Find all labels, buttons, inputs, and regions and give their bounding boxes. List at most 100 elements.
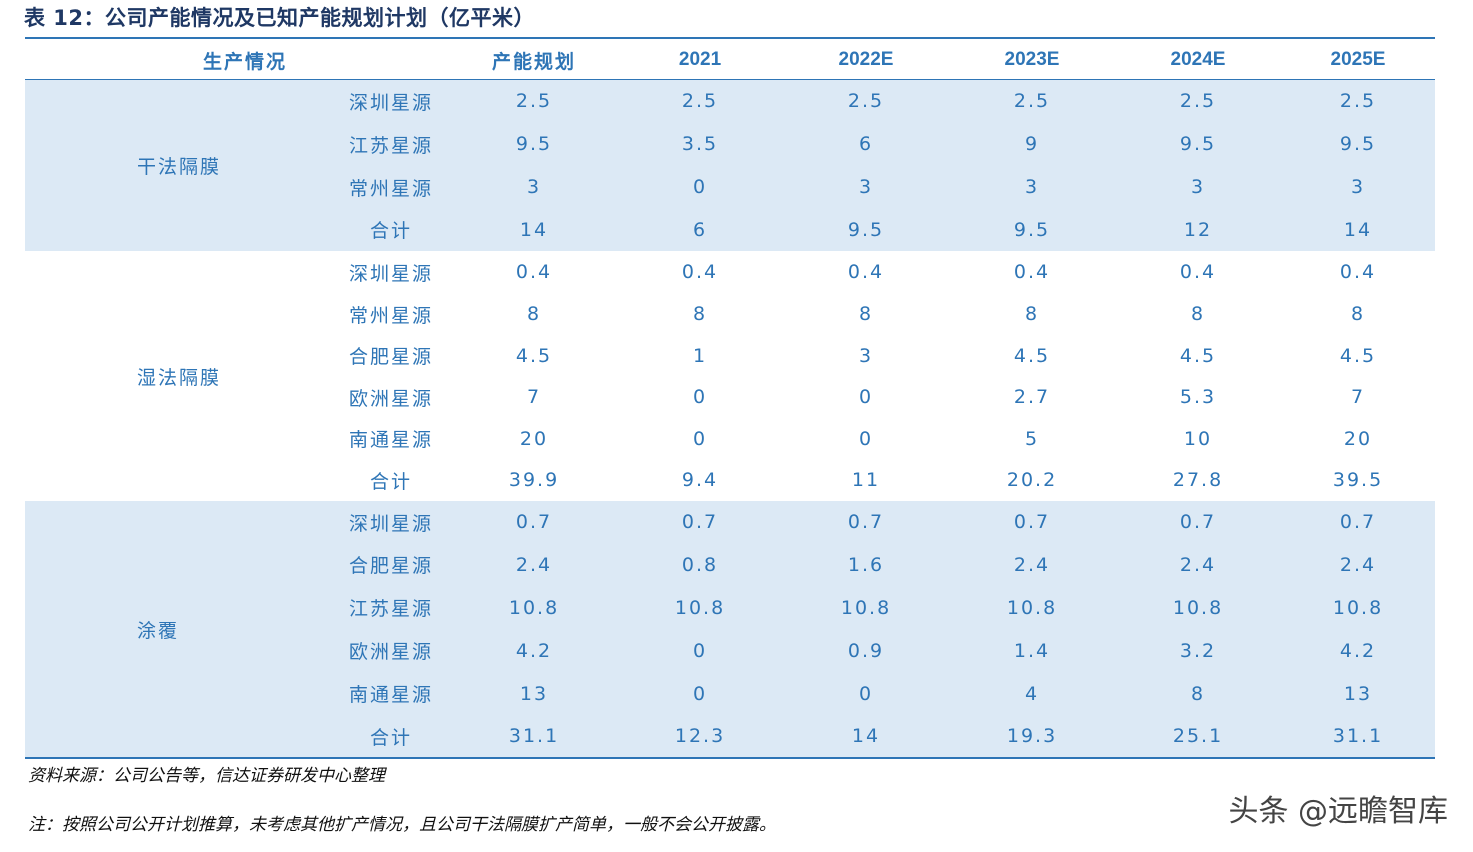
value-cell: 8 — [1115, 672, 1282, 715]
value-cell: 10.8 — [1115, 586, 1282, 629]
value-cell: 0 — [617, 629, 784, 672]
value-cell: 7 — [1350, 386, 1366, 408]
value-cell: 39.5 — [1332, 469, 1384, 491]
value-cell: 0.7 — [783, 501, 950, 543]
value-cell: 3 — [783, 166, 950, 208]
row-label: 江苏星源 — [331, 122, 452, 166]
value-cell: 0.4 — [515, 261, 553, 283]
value-cell: 0 — [858, 386, 874, 408]
value-cell: 0.7 — [451, 501, 618, 543]
value-cell: 9.5 — [1281, 122, 1436, 166]
table-row: 江苏星源 10.8 10.8 10.8 10.8 10.8 10.8 — [25, 586, 1436, 629]
value-cell: 10 — [1183, 427, 1213, 450]
value-cell: 20.2 — [1006, 469, 1058, 491]
bottom-rule — [25, 757, 1435, 759]
header-2021: 2021 — [678, 49, 722, 70]
table-body: 干法隔膜 深圳星源 2.5 2.5 2.5 2.5 2.5 2.5 江苏星源 9.5 3.5 6 9 9.… — [25, 80, 1436, 757]
value-cell: 27.8 — [1172, 469, 1224, 491]
value-cell: 9.4 — [681, 469, 719, 491]
source-note: 资料来源：公司公告等，信达证券研发中心整理 — [28, 766, 385, 786]
header-2022e: 2022E — [838, 49, 894, 70]
value-cell: 8 — [858, 303, 874, 325]
table-row: 合计 31.1 12.3 14 19.3 25.1 31.1 — [25, 715, 1436, 757]
group-label: 涂覆 — [25, 501, 331, 757]
value-cell: 4.5 — [1179, 344, 1217, 367]
value-cell: 0.4 — [1339, 261, 1377, 283]
value-cell: 0.7 — [1115, 501, 1282, 543]
value-cell: 3.5 — [617, 122, 784, 166]
value-cell: 0.7 — [1281, 501, 1436, 543]
table-row: 合肥星源 4.5 1 3 4.5 4.5 4.5 — [25, 335, 1435, 376]
value-cell: 0.4 — [847, 261, 885, 283]
value-cell: 0.4 — [1013, 261, 1051, 283]
row-label: 深圳星源 — [331, 80, 452, 122]
table-row: 合计 39.9 9.4 11 20.2 27.8 39.5 — [25, 459, 1435, 501]
value-cell: 31.1 — [451, 715, 618, 757]
value-cell: 4.5 — [1339, 344, 1377, 367]
value-cell: 4.5 — [1013, 344, 1051, 367]
value-cell: 0 — [783, 672, 950, 715]
value-cell: 5.3 — [1179, 386, 1217, 408]
value-cell: 8 — [526, 303, 542, 325]
row-label: 南通星源 — [331, 672, 452, 715]
value-cell: 2.5 — [1115, 80, 1282, 122]
row-label: 深圳星源 — [349, 262, 434, 285]
value-cell: 25.1 — [1115, 715, 1282, 757]
row-label: 合计 — [331, 715, 452, 757]
header-row: 生产情况 产能规划 2021 2022E 2023E 2024E 2025E — [25, 40, 1435, 80]
value-cell: 6 — [783, 122, 950, 166]
header-2024e: 2024E — [1170, 49, 1226, 70]
value-cell: 20 — [1343, 427, 1373, 450]
value-cell: 0.4 — [1179, 261, 1217, 283]
row-label: 合肥星源 — [331, 543, 452, 586]
value-cell: 13 — [1281, 672, 1436, 715]
value-cell: 2.5 — [617, 80, 784, 122]
table-row: 干法隔膜 深圳星源 2.5 2.5 2.5 2.5 2.5 2.5 — [25, 80, 1436, 251]
value-cell: 2.5 — [783, 80, 950, 122]
header-2025e: 2025E — [1330, 49, 1386, 70]
value-cell: 2.4 — [1281, 543, 1436, 586]
watermark: 头条 @远瞻智库 — [1228, 794, 1448, 829]
value-cell: 3 — [1115, 166, 1282, 208]
table-row: 常州星源 3 0 3 3 3 3 — [25, 166, 1436, 208]
row-label: 深圳星源 — [331, 501, 452, 543]
footnote: 注：按照公司公开计划推算，未考虑其他扩产情况，且公司干法隔膜扩产简单，一般不会公… — [28, 815, 776, 835]
table-row: 欧洲星源 7 0 0 2.7 5.3 7 — [25, 376, 1435, 418]
value-cell: 14 — [783, 715, 950, 757]
value-cell: 3 — [451, 166, 618, 208]
value-cell: 1.6 — [783, 543, 950, 586]
table-row: 合肥星源 2.4 0.8 1.6 2.4 2.4 2.4 — [25, 543, 1436, 586]
value-cell: 2.5 — [1281, 80, 1436, 122]
value-cell: 10.8 — [783, 586, 950, 629]
value-cell: 3 — [949, 166, 1116, 208]
value-cell: 12.3 — [617, 715, 784, 757]
value-cell: 0.9 — [783, 629, 950, 672]
row-label: 南通星源 — [349, 429, 434, 451]
value-cell: 2.4 — [451, 543, 618, 586]
table-row: 欧洲星源 4.2 0 0.9 1.4 3.2 4.2 — [25, 629, 1436, 672]
value-cell: 13 — [451, 672, 618, 715]
row-label: 江苏星源 — [331, 586, 452, 629]
value-cell: 2.7 — [1013, 386, 1051, 408]
value-cell: 10.8 — [451, 586, 618, 629]
value-cell: 20 — [519, 427, 549, 450]
value-cell: 12 — [1115, 208, 1282, 251]
value-cell: 2.5 — [949, 80, 1116, 122]
value-cell: 8 — [1190, 303, 1206, 325]
value-cell: 1.4 — [949, 629, 1116, 672]
value-cell: 9.5 — [949, 208, 1116, 251]
value-cell: 2.5 — [451, 80, 618, 122]
row-label: 合计 — [370, 470, 413, 493]
value-cell: 19.3 — [949, 715, 1116, 757]
value-cell: 2.4 — [1115, 543, 1282, 586]
row-label: 欧洲星源 — [331, 629, 452, 672]
value-cell: 2.4 — [949, 543, 1116, 586]
table-row: 江苏星源 9.5 3.5 6 9 9.5 9.5 — [25, 122, 1436, 166]
value-cell: 14 — [1281, 208, 1436, 251]
table-row: 南通星源 13 0 0 4 8 13 — [25, 672, 1436, 715]
value-cell: 0.7 — [949, 501, 1116, 543]
table-row: 合计 14 6 9.5 9.5 12 14 — [25, 208, 1436, 251]
value-cell: 0.7 — [617, 501, 784, 543]
value-cell: 5 — [1024, 427, 1040, 450]
row-label: 常州星源 — [349, 304, 434, 327]
